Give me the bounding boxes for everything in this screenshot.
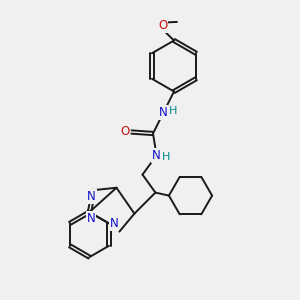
Text: O: O — [158, 19, 167, 32]
Text: H: H — [162, 152, 170, 162]
Text: N: N — [152, 149, 160, 162]
Text: N: N — [86, 212, 95, 225]
Text: O: O — [120, 124, 129, 138]
Text: N: N — [158, 106, 167, 119]
Text: H: H — [169, 106, 177, 116]
Text: N: N — [110, 218, 119, 230]
Text: N: N — [87, 190, 96, 203]
